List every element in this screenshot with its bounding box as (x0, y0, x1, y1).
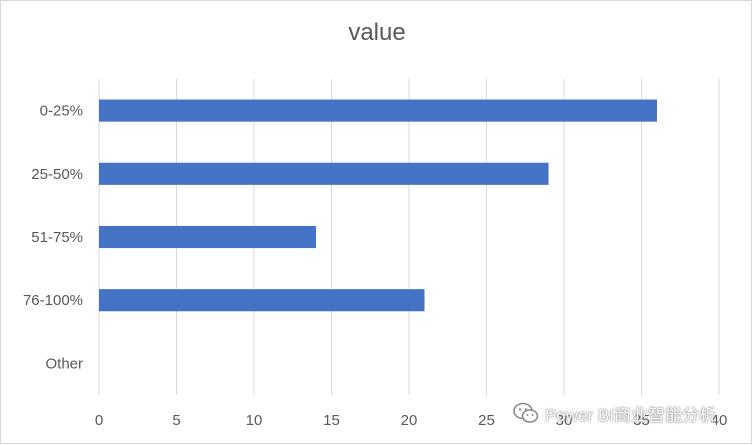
watermark-text: Power BI商业智能分析 (545, 405, 716, 425)
category-label: 25-50% (31, 166, 83, 183)
category-label: 0-25% (40, 103, 83, 120)
x-tick-label: 30 (556, 412, 573, 429)
category-label: Other (45, 355, 83, 372)
x-tick-label: 0 (95, 412, 103, 429)
category-label: 76-100% (23, 292, 83, 309)
bar (99, 225, 316, 249)
x-tick-label: 5 (172, 412, 180, 429)
x-tick-label: 20 (401, 412, 418, 429)
x-tick-label: 35 (633, 412, 650, 429)
x-tick-label: 25 (478, 412, 495, 429)
category-label: 51-75% (31, 229, 83, 246)
bar (99, 289, 425, 312)
bar (99, 162, 549, 185)
chart-title: value (348, 19, 406, 46)
x-tick-label: 15 (323, 412, 340, 429)
watermark: Power BI商业智能分析 (513, 401, 716, 425)
wechat-icon (513, 402, 539, 423)
bar (99, 99, 657, 122)
x-tick-label: 10 (246, 412, 263, 429)
x-tick-label: 40 (711, 412, 728, 429)
